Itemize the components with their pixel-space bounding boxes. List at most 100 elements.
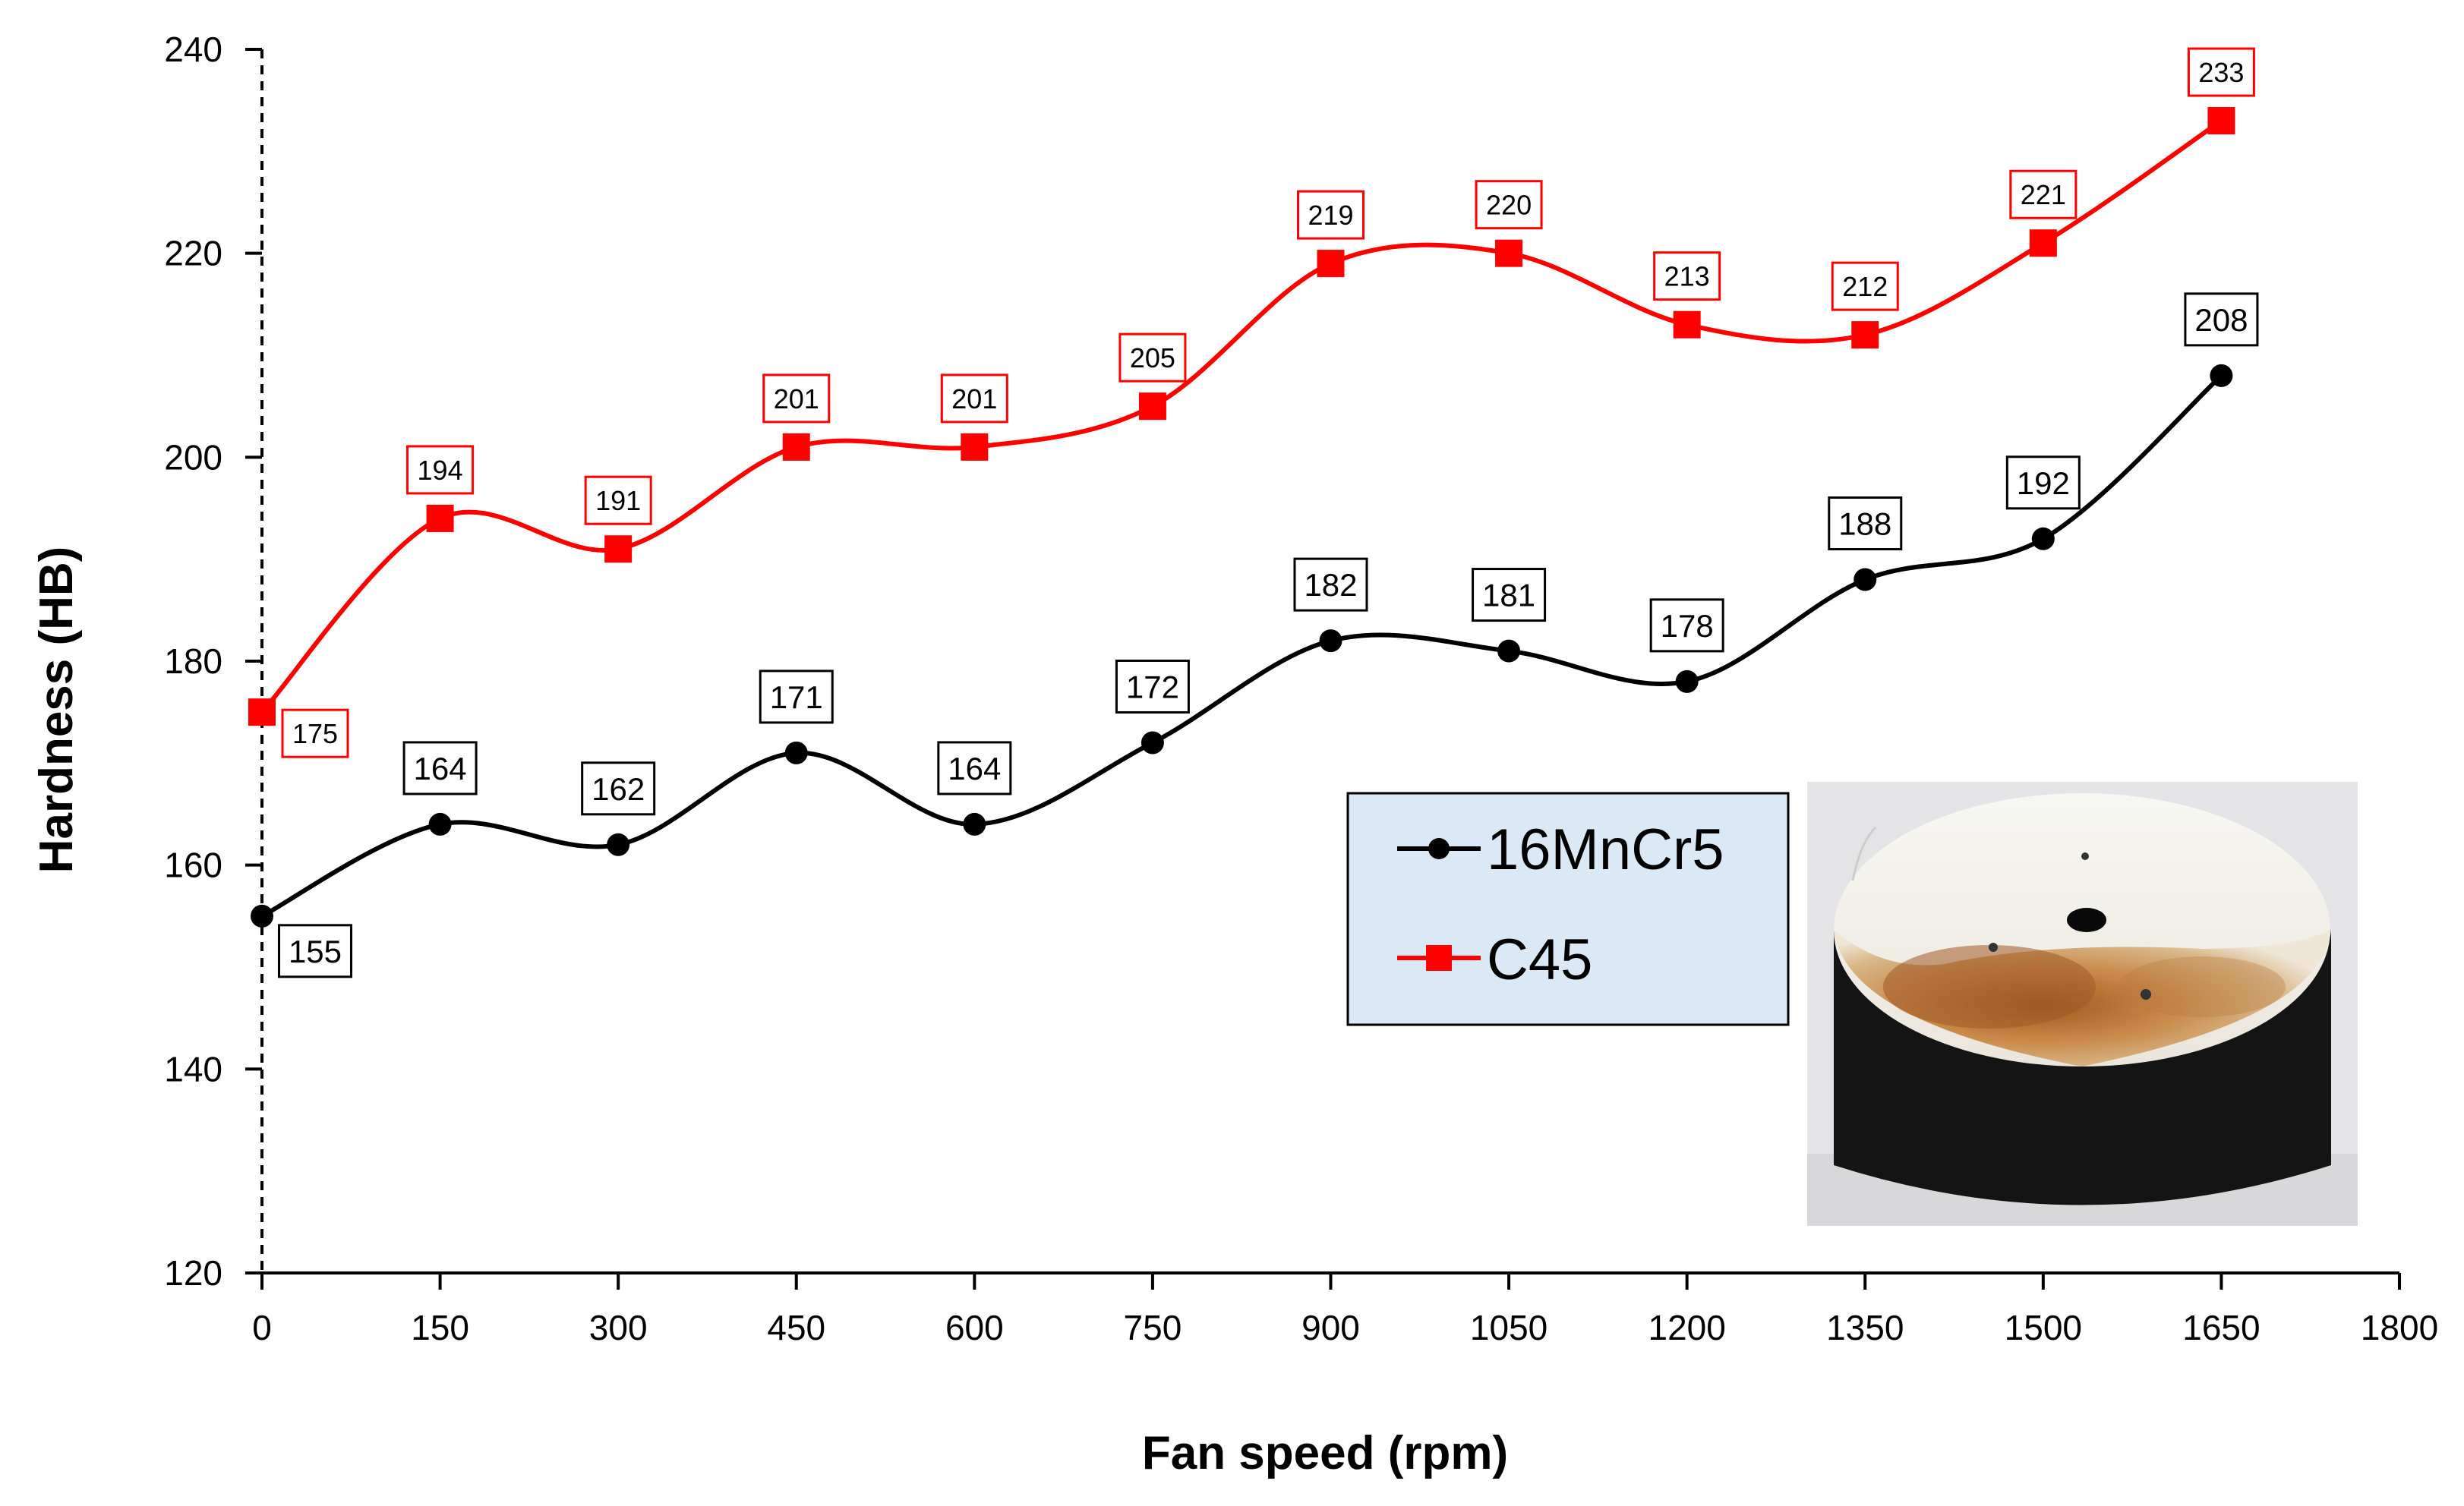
x-tick-label: 450 <box>767 1308 825 1347</box>
data-point <box>2029 229 2057 257</box>
data-label: 181 <box>1472 568 1547 622</box>
x-tick-label: 300 <box>589 1308 648 1347</box>
x-tick-label: 1350 <box>1826 1308 1904 1347</box>
legend-label-16mncr5: 16MnCr5 <box>1487 818 1724 882</box>
legend-marker-c45 <box>1426 945 1452 971</box>
data-label-box <box>1831 261 1899 311</box>
data-label-box <box>2187 47 2255 97</box>
sample-photo <box>1807 782 2358 1226</box>
x-tick-label: 150 <box>411 1308 469 1347</box>
x-tick-label: 1800 <box>2361 1308 2438 1347</box>
data-label-box <box>937 741 1012 796</box>
data-label-box <box>2184 292 2259 347</box>
data-label: 164 <box>937 741 1012 796</box>
data-label-box <box>1293 557 1368 612</box>
data-point <box>784 741 808 764</box>
data-label-box <box>1649 598 1724 653</box>
series-layer: 155 164 162 171 164 172 182 181 178 188 192 208 175 1… <box>248 47 2259 978</box>
data-label-box <box>1115 659 1190 714</box>
legend-box <box>1346 792 1790 1026</box>
y-axis-title: Hardness (HB) <box>30 547 83 874</box>
data-label-box <box>1653 251 1721 301</box>
data-label-box <box>762 373 831 424</box>
y-tick-label: 220 <box>164 234 222 273</box>
data-label-text: 182 <box>1304 567 1357 603</box>
data-label-text: 213 <box>1664 261 1710 292</box>
data-label-text: 212 <box>1842 271 1888 302</box>
data-point <box>963 812 986 836</box>
data-point <box>961 433 989 461</box>
data-label-text: 192 <box>2017 465 2070 501</box>
x-tick-label: 1500 <box>2005 1308 2082 1347</box>
data-label-text: 164 <box>948 751 1001 786</box>
data-point <box>1141 731 1164 755</box>
data-label: 188 <box>1828 496 1903 551</box>
legend: 16MnCr5 C45 <box>1346 792 1790 1026</box>
data-label-text: 194 <box>418 455 463 486</box>
data-point <box>248 698 276 726</box>
data-label-box <box>278 924 352 978</box>
data-point <box>1138 392 1166 421</box>
data-label-box <box>2009 169 2078 219</box>
legend-marker-16mncr5 <box>1428 838 1450 859</box>
data-point <box>2207 107 2235 135</box>
data-label-text: 172 <box>1126 669 1179 704</box>
data-point <box>1317 250 1345 278</box>
data-point <box>1497 639 1521 663</box>
data-label: 172 <box>1115 659 1190 714</box>
y-tick-label: 240 <box>164 30 222 69</box>
data-label-box <box>1118 332 1187 383</box>
data-label-box <box>584 475 652 525</box>
data-point <box>604 535 633 563</box>
data-label-text: 178 <box>1661 608 1714 644</box>
data-point <box>1675 670 1699 693</box>
data-label-text: 219 <box>1308 200 1353 231</box>
data-label: 208 <box>2184 292 2259 347</box>
data-label-text: 181 <box>1482 578 1535 613</box>
data-point <box>2210 364 2233 387</box>
data-label-text: 171 <box>770 679 823 715</box>
data-label-box <box>1475 180 1543 230</box>
data-point <box>1851 321 1879 349</box>
data-point <box>1495 239 1523 267</box>
data-label-box <box>1828 496 1903 551</box>
y-axis-ticks: 120 140 160 180 200 220 240 <box>164 30 262 1293</box>
x-tick-label: 1650 <box>2182 1308 2260 1347</box>
data-label: 155 <box>278 924 352 978</box>
data-label-text: 208 <box>2194 302 2248 338</box>
x-axis-title: Fan speed (rpm) <box>1142 1427 1508 1479</box>
data-label: 192 <box>2005 455 2081 510</box>
x-tick-label: 1200 <box>1648 1308 1725 1347</box>
data-label-text: 164 <box>414 751 467 786</box>
data-label: 164 <box>402 741 478 796</box>
legend-label-c45: C45 <box>1487 928 1592 992</box>
x-tick-label: 600 <box>945 1308 1004 1347</box>
data-point <box>607 833 630 856</box>
data-label: 221 <box>2009 169 2078 219</box>
data-label: 201 <box>762 373 831 424</box>
data-point <box>782 433 810 461</box>
y-tick-label: 120 <box>164 1253 222 1293</box>
x-axis-ticks: 0 150 300 450 600 750 900 1050 1200 1350 1500 1650 1… <box>252 1273 2438 1347</box>
data-label: 175 <box>281 708 349 758</box>
y-tick-label: 180 <box>164 641 222 681</box>
data-label: 233 <box>2187 47 2255 97</box>
data-label-box <box>759 670 834 724</box>
data-label: 201 <box>940 373 1008 424</box>
data-label: 212 <box>1831 261 1899 311</box>
data-point <box>1319 629 1342 653</box>
data-point <box>426 504 454 532</box>
data-label-box <box>2005 455 2081 510</box>
data-label: 162 <box>581 761 656 816</box>
data-label-text: 191 <box>595 485 641 516</box>
data-label-box <box>581 761 656 816</box>
y-tick-label: 140 <box>164 1049 222 1089</box>
data-label-text: 220 <box>1486 190 1532 221</box>
data-label: 205 <box>1118 332 1187 383</box>
data-label-text: 221 <box>2021 179 2066 210</box>
series-line-c45 <box>260 118 2223 714</box>
data-point <box>1854 568 1877 591</box>
data-label-text: 162 <box>592 771 645 807</box>
y-tick-label: 160 <box>164 846 222 885</box>
